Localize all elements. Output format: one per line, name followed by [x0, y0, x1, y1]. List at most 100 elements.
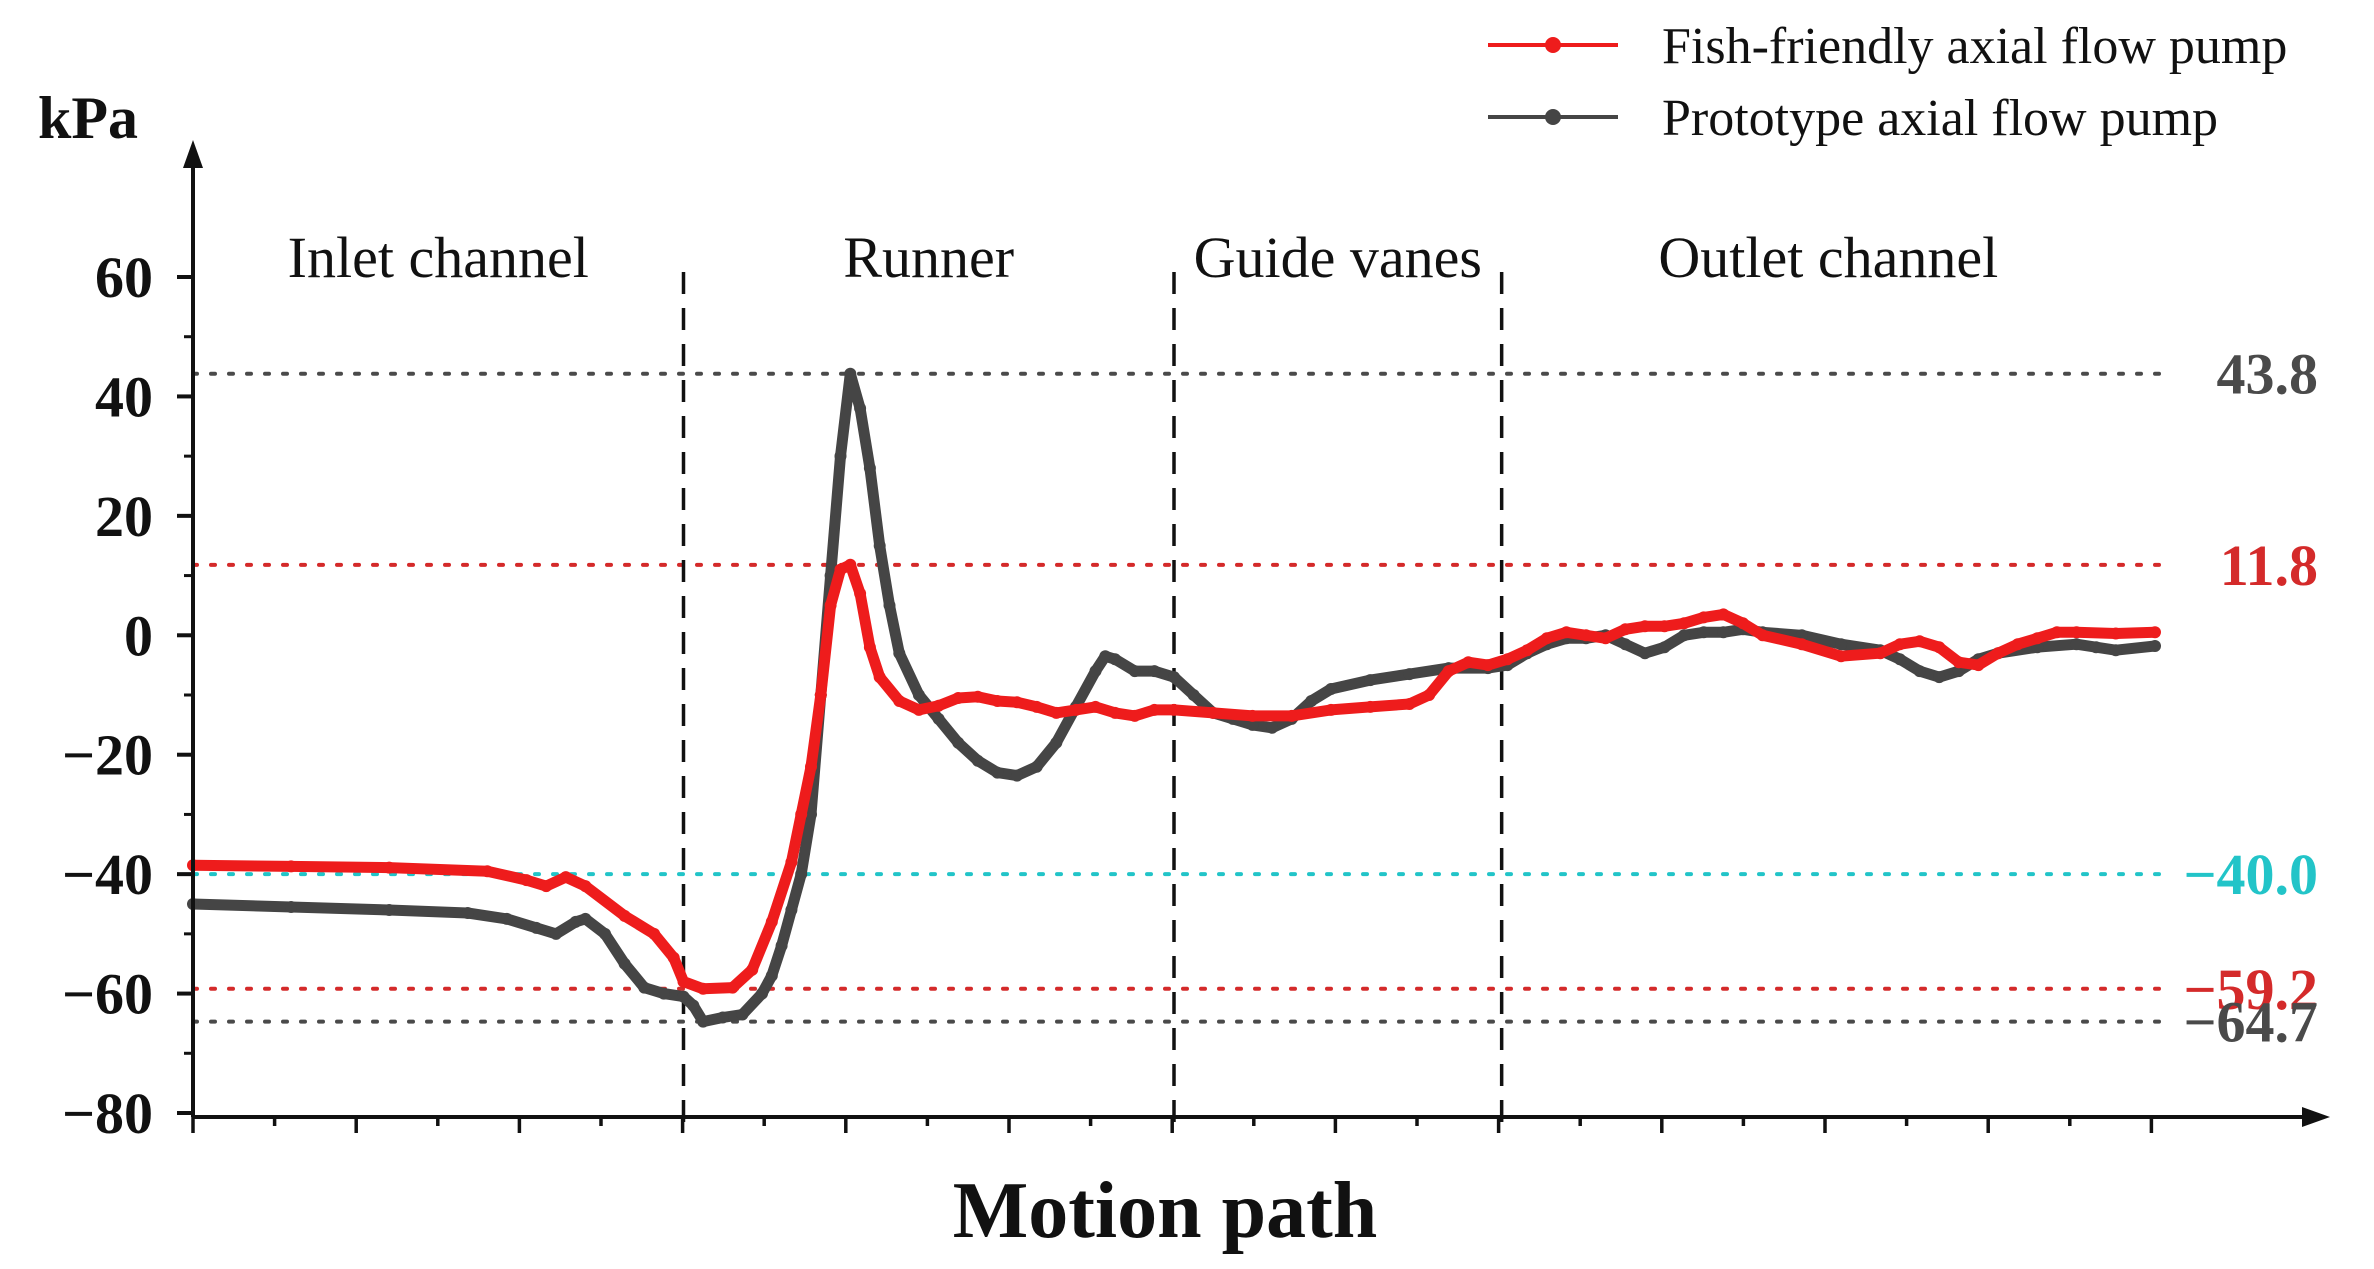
- legend-marker-0: [1545, 37, 1561, 53]
- legend: Fish-friendly axial flow pump Prototype a…: [1488, 18, 2287, 147]
- data-point-1-37: [991, 766, 1004, 779]
- data-point-1-57: [1403, 668, 1416, 681]
- legend-label-0: Fish-friendly axial flow pump: [1662, 18, 2287, 75]
- data-point-1-3: [461, 907, 474, 919]
- data-point-1-66: [1619, 638, 1632, 651]
- data-point-0-67: [1874, 647, 1887, 660]
- data-point-0-39: [1148, 703, 1161, 716]
- data-point-0-56: [1599, 632, 1612, 645]
- data-point-0-25: [873, 671, 886, 684]
- data-point-1-35: [952, 736, 965, 749]
- data-point-1-87: [2149, 640, 2161, 652]
- region-label-2: Guide vanes: [1194, 225, 1482, 290]
- y-axis-unit-label: kPa: [38, 85, 138, 151]
- data-point-0-4: [520, 874, 533, 887]
- data-point-0-21: [834, 563, 847, 576]
- data-point-0-20: [824, 599, 837, 612]
- y-tick-label-7: 60: [95, 245, 153, 310]
- data-point-1-78: [1913, 665, 1926, 678]
- data-point-0-7: [579, 880, 592, 893]
- data-point-0-22: [844, 558, 857, 571]
- data-point-1-29: [863, 462, 876, 475]
- data-point-1-79: [1933, 671, 1946, 684]
- data-point-1-36: [971, 754, 984, 767]
- data-point-1-27: [844, 367, 857, 380]
- reference-value-1: 11.8: [2220, 533, 2318, 598]
- data-point-1-30: [873, 539, 886, 552]
- data-point-0-76: [2050, 626, 2063, 639]
- data-point-1-8: [579, 912, 592, 925]
- data-point-0-62: [1717, 608, 1730, 621]
- data-point-0-71: [1952, 656, 1965, 669]
- data-point-0-47: [1423, 689, 1436, 701]
- data-point-0-64: [1756, 629, 1769, 642]
- data-point-1-38: [1011, 769, 1023, 782]
- data-point-1-70: [1697, 626, 1710, 639]
- data-point-0-63: [1737, 617, 1749, 630]
- x-axis-arrow: [2302, 1107, 2330, 1127]
- data-point-0-34: [1050, 706, 1063, 719]
- data-point-0-41: [1207, 706, 1220, 719]
- region-label-0: Inlet channel: [288, 225, 589, 290]
- data-point-0-16: [785, 856, 798, 869]
- data-point-0-15: [765, 915, 778, 928]
- reference-lines: [191, 371, 2162, 1024]
- data-point-1-22: [795, 868, 808, 881]
- data-point-1-47: [1168, 671, 1180, 684]
- data-point-1-40: [1050, 736, 1063, 749]
- data-point-1-71: [1717, 626, 1730, 639]
- data-point-1-43: [1099, 650, 1112, 663]
- data-point-0-26: [893, 695, 906, 707]
- y-axis-arrow: [183, 140, 203, 168]
- data-point-1-15: [697, 1015, 710, 1028]
- data-point-0-77: [2070, 626, 2083, 639]
- data-point-1-13: [677, 990, 690, 1003]
- data-point-1-10: [618, 957, 631, 970]
- data-point-1-42: [1089, 665, 1102, 678]
- data-point-1-26: [834, 450, 847, 463]
- legend-label-1: Prototype axial flow pump: [1662, 90, 2218, 147]
- data-point-0-19: [814, 689, 827, 701]
- data-point-1-67: [1638, 647, 1651, 660]
- y-tick-label-3: −20: [62, 723, 153, 788]
- series-markers-0: [187, 558, 2161, 995]
- legend-marker-1: [1545, 109, 1561, 125]
- data-point-1-55: [1325, 683, 1337, 695]
- data-point-0-65: [1795, 638, 1808, 651]
- data-point-1-85: [2090, 641, 2103, 654]
- data-point-1-69: [1678, 629, 1691, 642]
- data-point-1-17: [736, 1008, 749, 1021]
- data-point-1-9: [599, 927, 611, 940]
- data-point-1-46: [1148, 665, 1161, 678]
- data-point-0-49: [1462, 656, 1475, 669]
- reference-value-4: −64.7: [2183, 990, 2318, 1055]
- data-point-0-69: [1913, 635, 1926, 648]
- y-tick-label-2: −40: [62, 842, 153, 907]
- data-point-1-52: [1266, 721, 1279, 734]
- y-tick-label-5: 20: [95, 484, 153, 549]
- data-point-0-28: [932, 699, 945, 712]
- data-point-0-18: [805, 760, 817, 773]
- reference-value-2: −40.0: [2183, 842, 2318, 907]
- reference-value-3: −59.2: [2183, 957, 2318, 1022]
- region-label-3: Outlet channel: [1658, 225, 1998, 290]
- data-point-1-68: [1658, 641, 1671, 654]
- axes: [183, 140, 2330, 1127]
- data-point-1-28: [854, 402, 867, 415]
- data-point-0-27: [912, 703, 925, 716]
- data-point-1-16: [716, 1011, 729, 1024]
- data-point-0-61: [1697, 611, 1710, 624]
- data-point-1-51: [1246, 718, 1259, 731]
- data-point-0-52: [1521, 644, 1534, 657]
- data-point-0-12: [697, 982, 710, 995]
- data-point-0-33: [1030, 700, 1043, 713]
- data-point-0-9: [648, 927, 661, 940]
- data-point-1-45: [1128, 665, 1141, 678]
- data-point-1-7: [569, 915, 582, 928]
- data-point-0-70: [1933, 641, 1946, 654]
- data-point-1-2: [383, 904, 396, 916]
- reference-value-0: 43.8: [2217, 342, 2319, 407]
- region-label-1: Runner: [843, 225, 1014, 290]
- data-point-1-77: [1893, 653, 1906, 666]
